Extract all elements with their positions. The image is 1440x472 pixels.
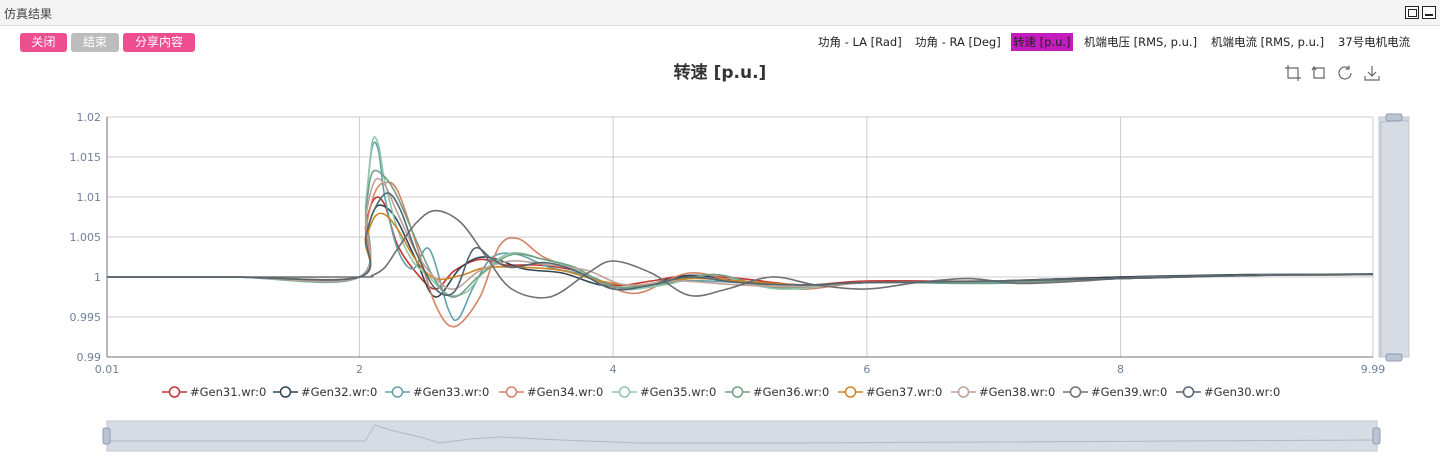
legend-item[interactable]: #Gen30.wr:0 (1176, 384, 1281, 399)
legend-item[interactable]: #Gen32.wr:0 (273, 384, 378, 399)
y-tick-label: 1.02 (77, 111, 102, 124)
x-tick-label: 6 (863, 363, 870, 376)
legend-marker-icon (725, 385, 750, 398)
legend-marker-icon (838, 385, 863, 398)
x-slider-right-handle[interactable] (1372, 427, 1381, 445)
legend-label: #Gen31.wr:0 (190, 384, 267, 399)
window-titlebar: 仿真结果 (0, 0, 1440, 26)
legend-marker-icon (951, 385, 976, 398)
series-line-gen33wr0 (107, 141, 1374, 322)
series-layer (107, 136, 1374, 328)
legend-marker-icon (499, 385, 524, 398)
restore-icon[interactable] (1336, 64, 1354, 82)
legend-item[interactable]: #Gen35.wr:0 (612, 384, 717, 399)
x-tick-label: 2 (356, 363, 363, 376)
series-line-gen36wr0 (107, 169, 1374, 298)
zoom-icon[interactable] (1284, 64, 1302, 82)
legend-label: #Gen30.wr:0 (1204, 384, 1281, 399)
share-button[interactable]: 分享内容 (123, 33, 195, 52)
legend-item[interactable]: #Gen34.wr:0 (499, 384, 604, 399)
y-tick-label: 1.01 (77, 191, 102, 204)
series-line-gen34wr0 (107, 181, 1374, 328)
tick-labels: 0.01 2 4 6 8 9.99 1.02 1.015 1.01 1.005 1 0.995 0.99 (70, 111, 1386, 376)
legend-item[interactable]: #Gen37.wr:0 (838, 384, 943, 399)
chart-axes (106, 117, 1373, 358)
legend-marker-icon (612, 385, 637, 398)
y-tick-label: 1.015 (70, 151, 102, 164)
y-zoom-slider[interactable] (1378, 113, 1410, 362)
legend-label: #Gen34.wr:0 (527, 384, 604, 399)
tab-power-angle-ra[interactable]: 功角 - RA [Deg] (915, 35, 1001, 49)
y-tick-label: 0.99 (77, 351, 102, 364)
legend-label: #Gen33.wr:0 (413, 384, 490, 399)
legend-label: #Gen35.wr:0 (640, 384, 717, 399)
legend-item[interactable]: #Gen31.wr:0 (162, 384, 267, 399)
zoom-reset-icon[interactable] (1310, 64, 1328, 82)
series-line-gen35wr0 (107, 136, 1374, 297)
window-title: 仿真结果 (4, 7, 53, 21)
legend-item[interactable]: #Gen36.wr:0 (725, 384, 830, 399)
maximize-icon[interactable] (1405, 6, 1419, 19)
legend-item[interactable]: #Gen38.wr:0 (951, 384, 1056, 399)
y-slider-bottom-handle[interactable] (1385, 353, 1403, 362)
legend-marker-icon (1063, 385, 1088, 398)
tab-power-angle-la[interactable]: 功角 - LA [Rad] (818, 35, 902, 49)
x-tick-label: 4 (610, 363, 617, 376)
tab-gen37-current[interactable]: 37号电机电流 (1338, 35, 1411, 49)
chart-title: 转速 [p.u.] (673, 63, 767, 83)
legend-item[interactable]: #Gen33.wr:0 (385, 384, 490, 399)
series-line-gen37wr0 (107, 212, 1374, 286)
legend-label: #Gen38.wr:0 (979, 384, 1056, 399)
tab-speed[interactable]: 转速 [p.u.] (1011, 33, 1073, 51)
y-tick-label: 1.005 (70, 231, 102, 244)
save-image-icon[interactable] (1363, 64, 1381, 82)
series-line-gen30wr0 (107, 192, 1374, 297)
legend-label: #Gen37.wr:0 (866, 384, 943, 399)
end-button[interactable]: 结束 (71, 33, 119, 52)
legend-label: #Gen32.wr:0 (301, 384, 378, 399)
y-tick-label: 0.995 (70, 311, 102, 324)
close-button[interactable]: 关闭 (20, 33, 67, 52)
y-slider-top-handle[interactable] (1385, 113, 1403, 122)
tab-terminal-current[interactable]: 机端电流 [RMS, p.u.] (1211, 35, 1325, 49)
x-slider-left-handle[interactable] (102, 427, 111, 445)
legend-label: #Gen39.wr:0 (1091, 384, 1168, 399)
minimize-icon[interactable] (1422, 6, 1436, 19)
legend-label: #Gen36.wr:0 (753, 384, 830, 399)
chart-grid (106, 116, 1374, 358)
x-tick-label: 9.99 (1361, 363, 1386, 376)
legend-marker-icon (273, 385, 298, 398)
series-line-gen38wr0 (107, 177, 1374, 290)
legend-marker-icon (385, 385, 410, 398)
x-zoom-slider[interactable] (102, 420, 1381, 452)
tab-terminal-voltage[interactable]: 机端电压 [RMS, p.u.] (1084, 35, 1198, 49)
x-tick-label: 8 (1117, 363, 1124, 376)
legend-marker-icon (162, 385, 187, 398)
legend-marker-icon (1176, 385, 1201, 398)
series-line-gen39wr0 (107, 209, 1374, 299)
legend-item[interactable]: #Gen39.wr:0 (1063, 384, 1168, 399)
y-tick-label: 1 (94, 271, 101, 284)
x-tick-label: 0.01 (95, 363, 120, 376)
